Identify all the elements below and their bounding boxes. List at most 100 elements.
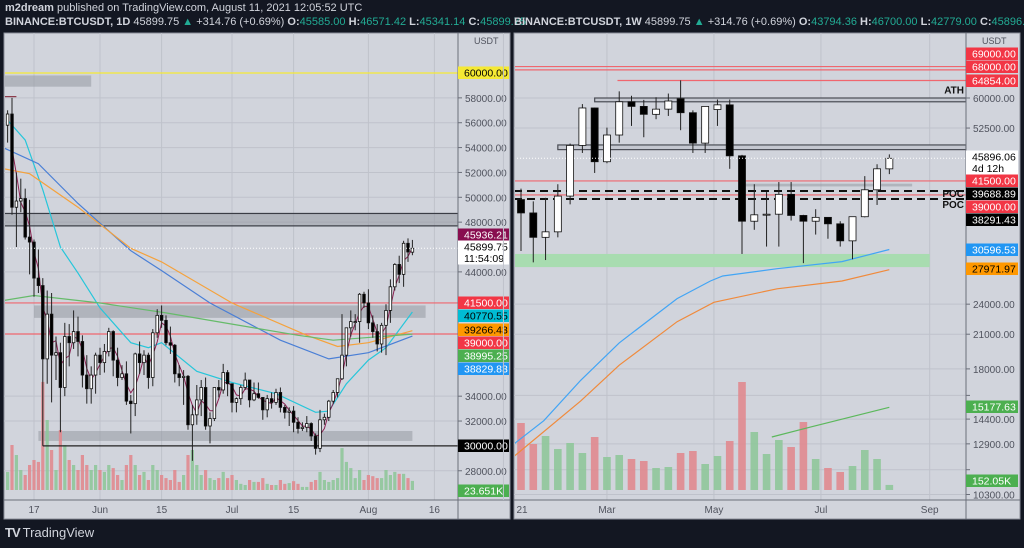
- price-tag[interactable]: 69000.00: [966, 47, 1018, 61]
- up-triangle-icon: ▲: [182, 16, 194, 28]
- candle: [230, 383, 234, 413]
- candle: [322, 413, 327, 425]
- price-tag-background: [966, 200, 1018, 213]
- author-name[interactable]: m2dream: [5, 2, 54, 14]
- volume-bar: [182, 475, 186, 490]
- candle-body-down: [85, 374, 89, 390]
- candle-body-down: [269, 398, 274, 403]
- right-symbol[interactable]: BINANCE:BTCUSDT, 1W: [514, 16, 642, 28]
- daily-chart-pane[interactable]: 58000.00 56000.00 54000.00 52000.00 50000.00…: [0, 32, 511, 520]
- volume-bar: [615, 455, 624, 490]
- price-tag[interactable]: 27971.97: [966, 262, 1018, 276]
- volume-bar: [283, 483, 287, 490]
- price-tag[interactable]: 68000.00: [966, 60, 1018, 74]
- left-symbol[interactable]: BINANCE:BTCUSDT, 1D: [5, 16, 131, 28]
- candle-body-down: [397, 264, 401, 275]
- candle: [164, 315, 168, 346]
- price-tag[interactable]: 15177.63: [966, 400, 1018, 414]
- candle-body-down: [590, 107, 599, 163]
- candle-body-down: [247, 379, 252, 401]
- candle-body-up: [811, 216, 820, 222]
- price-tag[interactable]: 38995.25: [458, 349, 509, 363]
- price-tag[interactable]: 39000.00: [966, 200, 1018, 214]
- weekly-chart-pane[interactable]: 60000.00 52500.00 24000.00 21000.00 18000.00…: [502, 32, 1021, 520]
- price-tag-background: [458, 309, 509, 322]
- price-tag[interactable]: 60000.00: [458, 66, 509, 80]
- candle: [713, 99, 722, 126]
- x-tick-label: Mar: [598, 505, 616, 516]
- price-tag-value: 60000.00: [464, 68, 508, 80]
- candle-body-down: [406, 242, 410, 253]
- x-tick-label: May: [704, 505, 723, 516]
- tradingview-logo[interactable]: TV TradingView: [5, 525, 94, 540]
- volume-bar: [212, 480, 216, 490]
- candle-body-up: [541, 231, 550, 238]
- volume-bar: [664, 467, 673, 490]
- candle-body-up: [252, 393, 256, 401]
- price-tag[interactable]: 41500.00: [966, 174, 1018, 188]
- candle-body-down: [186, 375, 190, 426]
- candle: [243, 372, 247, 390]
- price-tag-background: [458, 484, 509, 497]
- price-tag[interactable]: 41500.00: [458, 296, 509, 310]
- candle: [85, 355, 89, 404]
- candle: [115, 347, 120, 387]
- candle-body-up: [155, 314, 159, 334]
- low-label: L:: [409, 16, 420, 28]
- price-tag[interactable]: 40770.55: [458, 309, 509, 323]
- close-label: C:: [468, 16, 481, 28]
- volume-bar: [80, 455, 84, 490]
- candle: [615, 91, 624, 143]
- volume-bar: [725, 441, 734, 490]
- publish-info: m2dream published on TradingView.com, Au…: [5, 2, 362, 14]
- volume-bar: [72, 465, 76, 490]
- volume-bar: [50, 450, 54, 490]
- price-tag[interactable]: 30596.53: [966, 243, 1018, 257]
- candle: [256, 382, 261, 399]
- volume-bar: [309, 481, 313, 490]
- candle: [287, 407, 291, 427]
- price-tag[interactable]: 152.05K: [966, 474, 1018, 488]
- candle: [627, 95, 636, 126]
- candle-body-down: [230, 383, 234, 403]
- price-tag[interactable]: 39688.89: [966, 187, 1018, 201]
- moving-average-line: [5, 294, 413, 341]
- volume-bar: [676, 453, 685, 490]
- candle-body-up: [300, 426, 305, 429]
- volume-bar: [529, 444, 538, 490]
- volume-bar: [873, 459, 881, 490]
- x-tick-label: 21: [516, 505, 528, 516]
- price-tag[interactable]: 23.651K: [458, 484, 509, 498]
- volume-bar: [362, 480, 366, 490]
- price-tag[interactable]: 39266.43: [458, 323, 509, 337]
- price-tag[interactable]: 64854.00: [966, 74, 1018, 88]
- price-tag-value: 30596.53: [972, 245, 1016, 257]
- candle-body-up: [357, 293, 362, 322]
- volume-bar: [860, 450, 869, 490]
- price-tag-background: [966, 60, 1018, 73]
- price-tag-background: [458, 66, 509, 79]
- price-tag[interactable]: 39000.00: [458, 336, 509, 350]
- candle: [45, 290, 49, 384]
- candle: [357, 293, 362, 343]
- candle: [247, 379, 252, 408]
- candle: [393, 263, 397, 291]
- volume-bar: [885, 484, 894, 490]
- candle-body-up: [181, 375, 186, 378]
- price-tag-value: 39266.43: [464, 325, 508, 337]
- price-tag-value: 40770.55: [464, 311, 508, 323]
- price-tag[interactable]: 38291.43: [966, 213, 1018, 227]
- price-tag-background: [458, 336, 509, 349]
- candle-body-up: [762, 213, 771, 216]
- right-low: 42779.00: [930, 16, 977, 28]
- volume-bar: [32, 460, 36, 490]
- price-tag[interactable]: 30000.00: [458, 439, 509, 453]
- candle-body-down: [787, 193, 796, 216]
- candle-body-up: [713, 104, 722, 110]
- price-tag[interactable]: 45936.21: [458, 228, 509, 242]
- price-tag[interactable]: 38829.83: [458, 362, 509, 376]
- candle-body-up: [873, 168, 881, 191]
